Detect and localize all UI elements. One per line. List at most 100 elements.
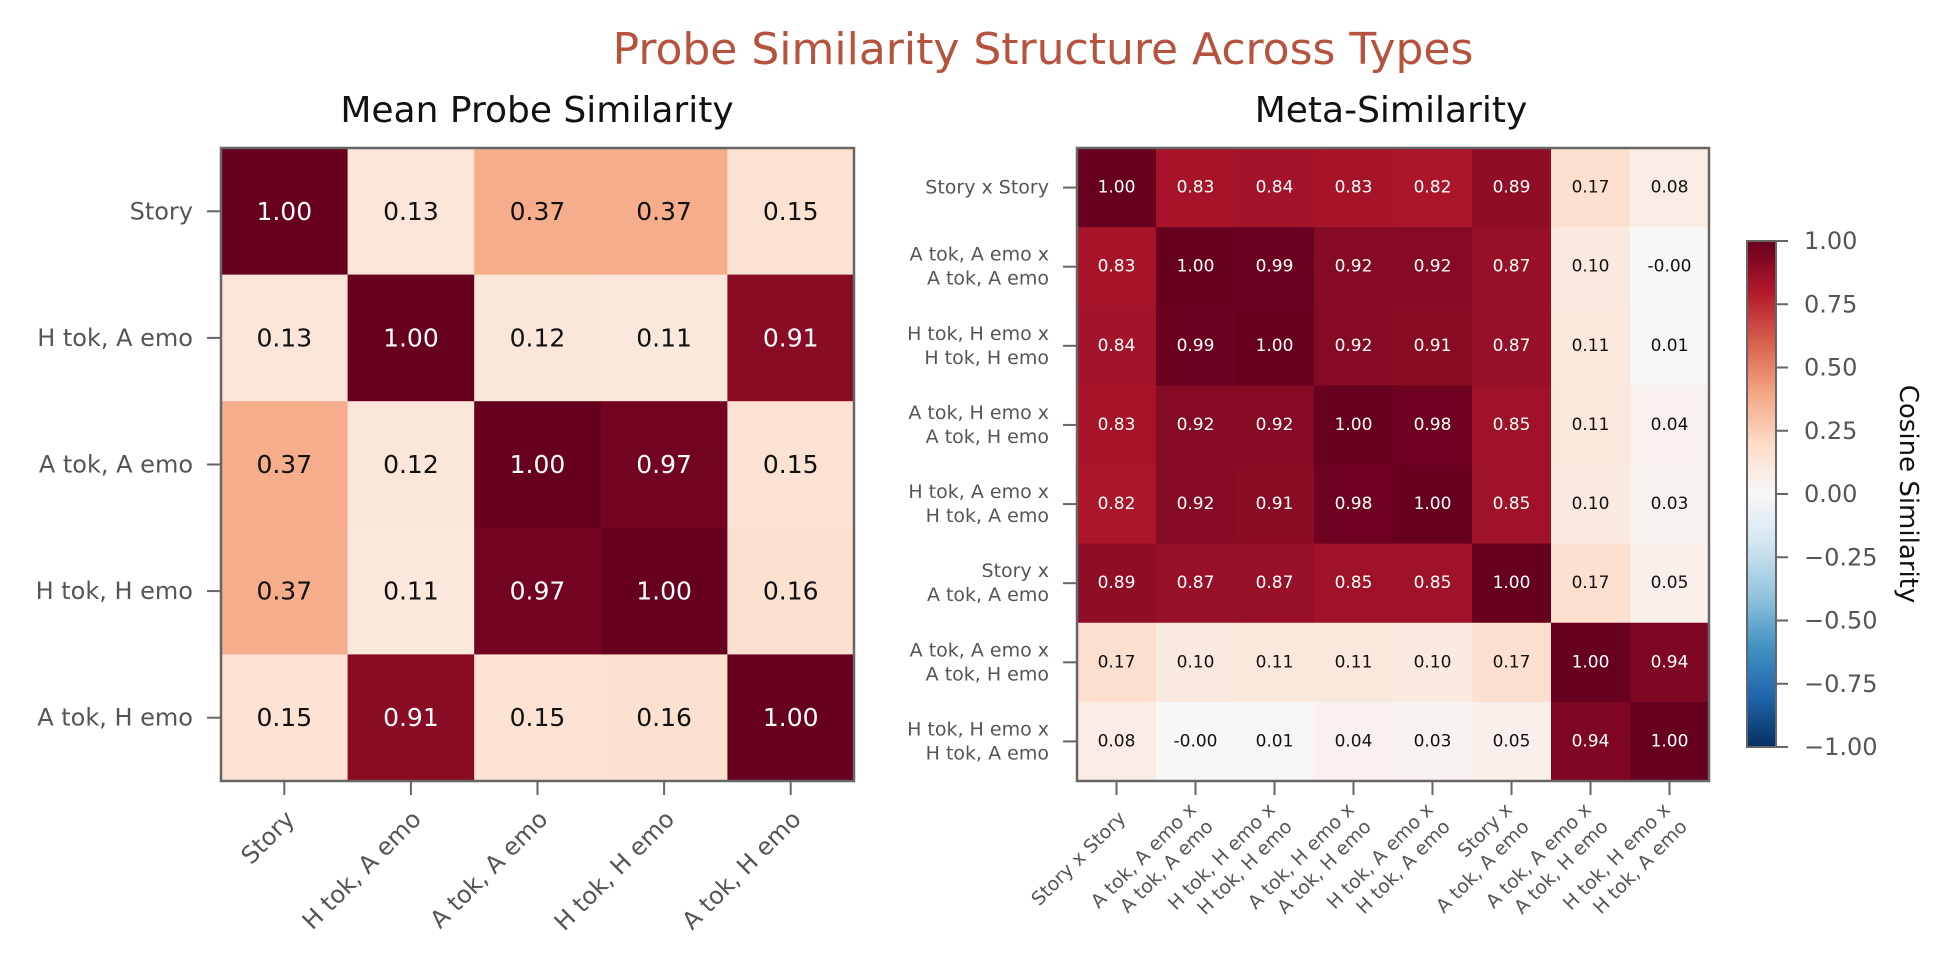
heatmap-cell <box>1472 622 1552 703</box>
heatmap-cell <box>1156 385 1236 466</box>
cell-value-label: 0.17 <box>1572 573 1610 593</box>
cell-value-label: 0.85 <box>1335 573 1373 593</box>
colorbar-tick-label: 0.25 <box>1804 417 1857 445</box>
cell-value-label: 1.00 <box>1493 573 1531 593</box>
heatmap-cell <box>221 654 349 782</box>
heatmap-cell <box>1314 622 1394 703</box>
cell-value-label: 0.15 <box>256 703 312 732</box>
heatmap-cell <box>1314 543 1394 624</box>
heatmap-cell <box>1551 464 1631 545</box>
cell-value-label: 0.15 <box>510 703 566 732</box>
colorbar-tick-label: −0.50 <box>1804 607 1878 635</box>
x-tick-label: Story <box>236 805 301 870</box>
heatmap-cell <box>1551 148 1631 228</box>
heatmap-cell <box>347 401 475 529</box>
heatmap-cell <box>221 401 349 529</box>
cell-value-label: 0.92 <box>1414 257 1452 277</box>
cell-value-label: 1.00 <box>636 577 692 606</box>
cell-value-label: 0.11 <box>636 323 692 352</box>
heatmap-cell <box>347 527 475 655</box>
heatmap-cell <box>1314 385 1394 466</box>
cell-value-label: 0.37 <box>256 450 312 479</box>
heatmap-cell <box>474 654 602 782</box>
cell-value-label: 0.82 <box>1098 494 1136 514</box>
cell-value-label: 0.91 <box>1414 336 1452 356</box>
heatmap-cell <box>474 527 602 655</box>
cell-value-label: 0.83 <box>1098 415 1136 435</box>
cell-value-label: 0.97 <box>636 450 692 479</box>
heatmap-cell <box>1235 464 1315 545</box>
cell-value-label: 0.01 <box>1256 731 1294 751</box>
heatmap-cell <box>1630 464 1710 545</box>
heatmap-cell <box>1551 306 1631 386</box>
heatmap-cell <box>1235 148 1315 228</box>
heatmap-cell <box>1077 385 1157 466</box>
heatmap-cell <box>1472 385 1552 466</box>
y-tick-label: Story <box>130 197 193 225</box>
cell-value-label: 0.83 <box>1177 178 1215 198</box>
heatmap-cell <box>1630 385 1710 466</box>
heatmap-cell <box>1077 306 1157 386</box>
cell-value-label: 0.03 <box>1651 494 1689 514</box>
cell-value-label: 0.11 <box>1572 415 1610 435</box>
heatmap-cell <box>1630 543 1710 624</box>
heatmap-cell <box>1630 227 1710 307</box>
cell-value-label: 0.11 <box>383 577 439 606</box>
cell-value-label: 0.12 <box>383 450 439 479</box>
cell-value-label: -0.00 <box>1174 731 1218 751</box>
heatmap-cell <box>1630 306 1710 386</box>
cell-value-label: 0.98 <box>1335 494 1373 514</box>
cell-value-label: 0.98 <box>1414 415 1452 435</box>
cell-value-label: 0.10 <box>1414 652 1452 672</box>
cell-value-label: 1.00 <box>1572 652 1610 672</box>
panel-frame <box>219 146 856 783</box>
colorbar-tick-label: 0.75 <box>1804 290 1857 318</box>
heatmap-cell <box>600 527 728 655</box>
cell-value-label: 0.85 <box>1493 415 1531 435</box>
y-tick-label: A tok, A emo <box>39 451 193 479</box>
cell-value-label: 0.91 <box>763 323 819 352</box>
heatmap-cell <box>600 654 728 782</box>
x-tick-label: H tok, H emo <box>549 805 680 936</box>
heatmap-cell <box>1551 385 1631 466</box>
cell-value-label: 0.83 <box>1335 178 1373 198</box>
cell-value-label: 0.01 <box>1651 336 1689 356</box>
cell-value-label: 0.04 <box>1651 415 1689 435</box>
cell-value-label: 0.92 <box>1256 415 1294 435</box>
cell-value-label: 1.00 <box>1651 731 1689 751</box>
colorbar-tick-label: 0.50 <box>1804 354 1857 382</box>
heatmap-cell <box>1235 701 1315 782</box>
heatmap-cell <box>347 654 475 782</box>
cell-value-label: 0.12 <box>510 323 566 352</box>
heatmap-cell <box>1235 306 1315 386</box>
cell-value-label: 0.16 <box>636 703 692 732</box>
cell-value-label: 0.97 <box>510 577 566 606</box>
mean-probe-similarity-panel: Mean Probe Similarity 1.00 0.13 0.37 0.37 0.… <box>36 90 856 936</box>
heatmap-cell <box>474 274 602 402</box>
meta-similarity-panel: Meta-Similarity 1.00 0.83 0.84 0.83 0.82 0.89… <box>907 90 1711 919</box>
heatmap-cell <box>1156 543 1236 624</box>
heatmap-cell <box>1630 622 1710 703</box>
x-tick-label: A tok, A emo <box>425 805 554 934</box>
cell-value-label: 0.89 <box>1098 573 1136 593</box>
cell-value-label: 1.00 <box>1177 257 1215 277</box>
cell-value-label: 0.13 <box>383 197 439 226</box>
cell-value-label: 0.92 <box>1335 336 1373 356</box>
heatmap-cell <box>727 401 855 529</box>
heatmap-cell <box>221 148 349 276</box>
heatmap-cell <box>1393 464 1473 545</box>
heatmap-cell <box>1235 385 1315 466</box>
panel-frame <box>1075 146 1711 783</box>
heatmap-cell <box>1630 148 1710 228</box>
cell-value-label: 0.83 <box>1098 257 1136 277</box>
panel-title-mean-probe-similarity: Mean Probe Similarity <box>340 90 733 131</box>
heatmap-cell <box>727 148 855 276</box>
cell-value-label: 0.91 <box>1256 494 1294 514</box>
heatmap-cell <box>1472 227 1552 307</box>
heatmap-cell <box>1156 622 1236 703</box>
heatmap-cell <box>1551 622 1631 703</box>
x-tick-label: A tok, H emo <box>677 805 807 935</box>
cell-value-label: 0.94 <box>1572 731 1610 751</box>
